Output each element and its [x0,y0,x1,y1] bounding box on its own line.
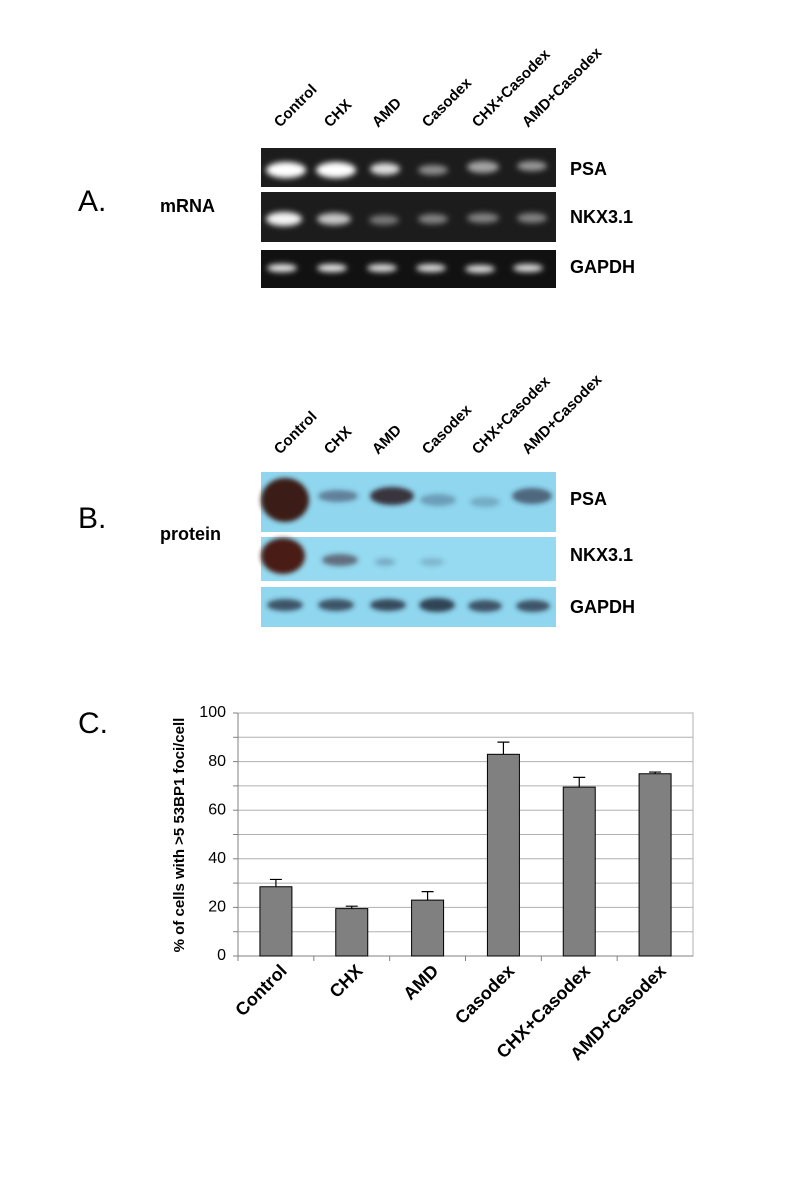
lane-labels: Control CHX AMD CasodexCHX+CasodexAMD+Casod… [271,371,606,458]
error-bar [497,741,510,755]
gel-row [261,148,556,187]
row-label: GAPDH [570,597,635,617]
error-bar [649,771,662,774]
y-tick-label: 0 [217,947,226,964]
y-tick-label: 40 [208,850,226,867]
bar [486,753,520,957]
y-tick-label: 100 [199,704,226,721]
row-label: PSA [570,159,607,179]
panel-label: B. [78,502,106,535]
row-label: NKX3.1 [570,207,633,227]
bar [335,908,369,957]
row-label: PSA [570,489,607,509]
gel-row [261,250,556,288]
error-bar [345,905,358,909]
y-tick-label: 60 [208,801,226,818]
lane-label: Casodex [419,74,476,131]
y-tick-label: 80 [208,753,226,770]
bar [259,886,293,957]
lane-label: Control [271,408,321,458]
blot-row [261,537,556,581]
row-label: GAPDH [570,257,635,277]
gel-bands [266,161,547,273]
x-tick-label: Control [231,961,290,1020]
y-axis-title: % of cells with >5 53BP1 foci/cell [171,718,188,953]
blot-row [261,472,556,532]
lane-label: Control [271,81,321,131]
lane-label: Casodex [419,401,476,458]
error-bar [421,891,434,901]
blot-row [261,587,556,627]
bar [411,899,445,957]
lane-label: AMD [369,422,405,458]
lane-label: CHX [321,96,355,130]
bar [638,773,672,957]
lane-label: AMD [369,95,405,131]
row-label: NKX3.1 [570,545,633,565]
panel-kind: mRNA [160,196,215,216]
x-tick-label: CHX [326,961,367,1002]
panel-label: C. [78,707,108,740]
blot-bands [261,478,552,612]
y-tick-label: 20 [208,899,226,916]
error-bar [269,878,282,887]
bar [562,786,596,957]
lane-labels: Control CHX AMD CasodexCHX+CasodexAMD+Casod… [271,44,606,131]
gel-row [261,192,556,242]
panel-kind: protein [160,524,221,544]
x-tick-label: AMD [399,961,442,1004]
error-bar [573,776,586,788]
panel-label: A. [78,185,106,218]
lane-label: CHX [321,423,355,457]
x-tick-label: Casodex [451,961,518,1028]
